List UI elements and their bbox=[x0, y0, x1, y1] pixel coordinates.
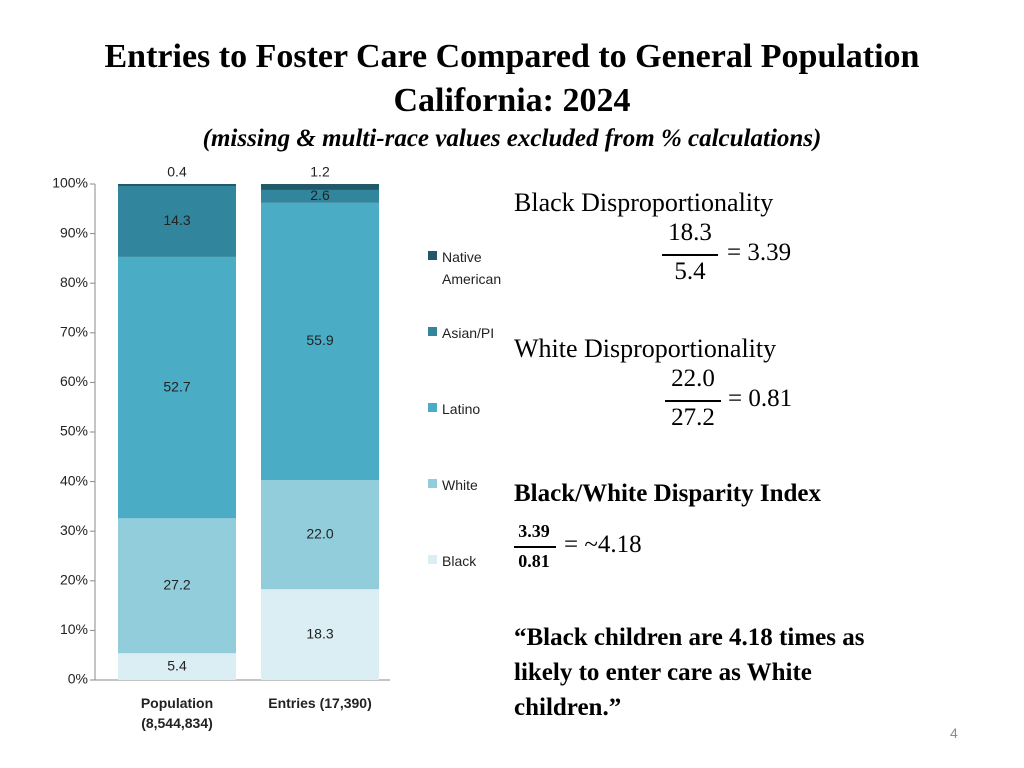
y-tick-label: 60% bbox=[60, 373, 88, 389]
bar-segment bbox=[118, 185, 236, 257]
data-label: 2.6 bbox=[310, 187, 330, 203]
note: (missing & multi-race values excluded fr… bbox=[202, 125, 822, 152]
y-tick-label: 80% bbox=[60, 274, 88, 290]
quote: “Black children are 4.18 times as likely… bbox=[514, 624, 865, 721]
bar-segment bbox=[261, 189, 379, 203]
legend-label: White bbox=[442, 477, 478, 493]
data-label: 52.7 bbox=[163, 378, 190, 394]
legend-label: Native American bbox=[442, 249, 502, 287]
fraction-denominator: 27.2 bbox=[671, 404, 715, 431]
y-tick-label: 0% bbox=[68, 671, 88, 687]
y-tick-label: 20% bbox=[60, 572, 88, 588]
data-label: 22.0 bbox=[306, 525, 333, 541]
data-label: 1.2 bbox=[310, 164, 330, 180]
data-label: 55.9 bbox=[306, 332, 333, 348]
title: Entries to Foster Care Compared to Gener… bbox=[104, 38, 920, 75]
y-tick-label: 10% bbox=[60, 621, 88, 637]
legend-swatch bbox=[428, 327, 437, 336]
bar-segment bbox=[118, 256, 236, 519]
white-heading: White Disproportionality bbox=[514, 334, 777, 363]
fraction-line bbox=[665, 400, 721, 402]
fraction-numerator: 18.3 bbox=[668, 219, 712, 246]
fraction-line bbox=[662, 254, 718, 256]
y-tick-label: 90% bbox=[60, 224, 88, 240]
legend-swatch bbox=[428, 403, 437, 412]
bar-segment bbox=[261, 480, 379, 590]
legend-label: Asian/PI bbox=[442, 325, 495, 341]
data-label: 14.3 bbox=[163, 212, 190, 228]
index-heading: Black/White Disparity Index bbox=[514, 480, 821, 507]
page-number: 4 bbox=[950, 725, 958, 741]
fraction-numerator: 22.0 bbox=[671, 365, 715, 392]
x-tick-label: Population (8,544,834) bbox=[140, 695, 214, 731]
data-label: 27.2 bbox=[163, 576, 190, 592]
legend-label: Black bbox=[442, 553, 477, 569]
bar-segment bbox=[261, 202, 379, 481]
black-heading: Black Disproportionality bbox=[514, 188, 774, 217]
y-tick-label: 50% bbox=[60, 423, 88, 439]
subtitle: California: 2024 bbox=[393, 82, 631, 119]
fraction-result: = 3.39 bbox=[727, 239, 792, 266]
y-tick-label: 30% bbox=[60, 522, 88, 538]
data-label: 18.3 bbox=[306, 625, 333, 641]
y-tick-label: 70% bbox=[60, 324, 88, 340]
legend-swatch bbox=[428, 555, 437, 564]
fraction-line bbox=[514, 546, 556, 548]
bar-segment bbox=[118, 653, 236, 680]
data-label: 0.4 bbox=[167, 164, 187, 180]
legend-swatch bbox=[428, 251, 437, 260]
fraction-result: = ~4.18 bbox=[564, 531, 642, 558]
fraction-denominator: 0.81 bbox=[518, 551, 550, 571]
y-tick-label: 100% bbox=[52, 175, 88, 191]
x-tick-label: Entries (17,390) bbox=[268, 695, 372, 711]
bar-segment bbox=[261, 589, 379, 680]
fraction-numerator: 3.39 bbox=[518, 521, 550, 541]
bar-segment bbox=[118, 184, 236, 186]
y-tick-label: 40% bbox=[60, 472, 88, 488]
fraction-denominator: 5.4 bbox=[674, 258, 706, 285]
legend-label: Latino bbox=[442, 401, 481, 417]
data-label: 5.4 bbox=[167, 657, 187, 673]
bar-segment bbox=[118, 518, 236, 654]
legend-swatch bbox=[428, 479, 437, 488]
bar-segment bbox=[261, 184, 379, 190]
fraction-result: = 0.81 bbox=[728, 385, 793, 412]
